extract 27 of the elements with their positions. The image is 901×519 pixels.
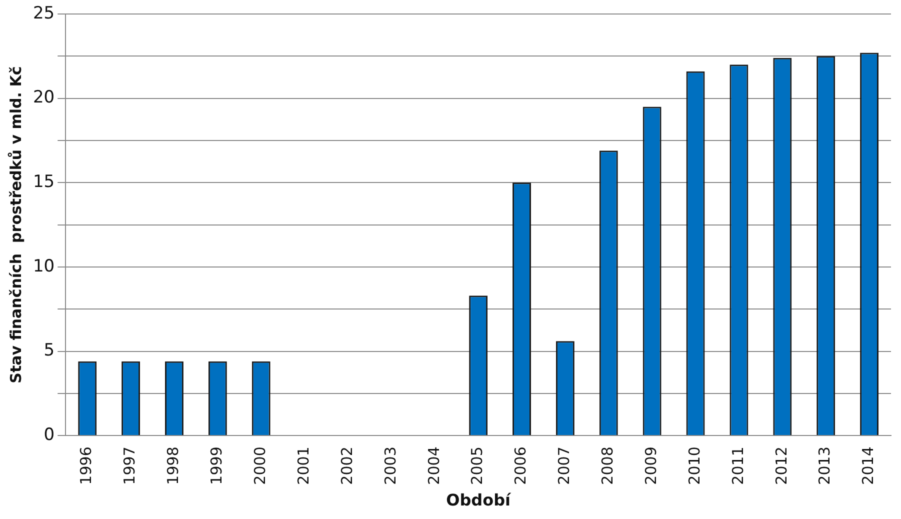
y-tick-label: 25: [32, 3, 55, 24]
x-tick-label: 2013: [816, 446, 834, 485]
x-tick-label: 1999: [208, 446, 226, 485]
y-tick-label: 20: [32, 88, 55, 108]
x-tick-label: 2006: [512, 446, 530, 485]
x-tick-label: 2000: [251, 446, 270, 485]
x-tick-label: 2010: [685, 446, 704, 485]
x-tick-label: 2008: [598, 446, 617, 485]
x-tick-label: 2007: [555, 446, 574, 485]
x-tick-label: 2001: [294, 446, 312, 485]
y-axis-title: Stav finančních prostředků v mld. Kč: [6, 66, 25, 384]
x-tick-label: 2012: [772, 446, 790, 485]
y-tick-label: 0: [44, 425, 55, 446]
x-tick-label: 1996: [77, 446, 96, 485]
y-tick-label: 10: [32, 256, 55, 276]
x-tick-label: 1997: [120, 446, 139, 485]
x-tick-label: 2014: [859, 446, 878, 485]
x-axis-title: Období: [446, 490, 512, 510]
y-tick-label: 5: [44, 340, 55, 361]
x-tick-label: 2011: [728, 446, 747, 485]
y-tick-label: 15: [32, 172, 55, 192]
x-tick-label: 2003: [381, 446, 400, 485]
x-tick-label: 2009: [642, 446, 660, 485]
x-tick-label: 2005: [468, 446, 486, 485]
x-tick-label: 2002: [338, 446, 356, 485]
x-tick-label: 2004: [424, 446, 443, 485]
x-tick-label: 1998: [164, 446, 182, 485]
